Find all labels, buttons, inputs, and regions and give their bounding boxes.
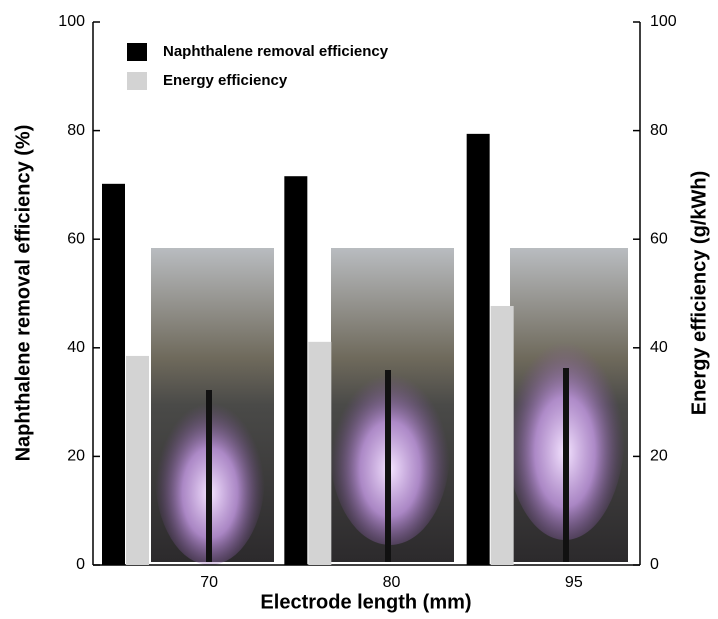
y2-tick-label: 0	[650, 556, 659, 573]
x-tick-label: 95	[565, 574, 583, 591]
y2-axis-title: Energy efficiency (g/kWh)	[688, 171, 710, 416]
x-tick-label: 80	[383, 574, 401, 591]
legend-label: Energy efficiency	[163, 72, 288, 89]
electrode	[563, 368, 569, 562]
y2-tick-label: 60	[650, 230, 668, 247]
legend-swatch	[127, 72, 147, 90]
y-tick-label: 0	[76, 556, 85, 573]
legend-swatch	[127, 43, 147, 61]
y2-tick-label: 20	[650, 448, 668, 465]
bar	[284, 176, 308, 565]
y-tick-label: 40	[67, 339, 85, 356]
bar	[308, 341, 332, 565]
bar	[126, 355, 149, 565]
legend-label: Naphthalene removal efficiency	[163, 43, 389, 60]
x-tick-label: 70	[200, 574, 218, 591]
photos	[151, 248, 628, 565]
y-tick-label: 20	[67, 448, 85, 465]
bar	[490, 305, 514, 565]
y-axis-title: Naphthalene removal efficiency (%)	[12, 125, 34, 462]
y-tick-label: 80	[67, 122, 85, 139]
y2-tick-label: 80	[650, 122, 668, 139]
bar	[102, 183, 125, 565]
y-tick-label: 100	[58, 13, 85, 30]
y2-tick-label: 40	[650, 339, 668, 356]
x-axis-title: Electrode length (mm)	[260, 591, 471, 613]
electrode	[206, 390, 212, 562]
y2-tick-label: 100	[650, 13, 677, 30]
bar	[466, 133, 490, 565]
y-tick-label: 60	[67, 230, 85, 247]
electrode	[385, 370, 391, 562]
